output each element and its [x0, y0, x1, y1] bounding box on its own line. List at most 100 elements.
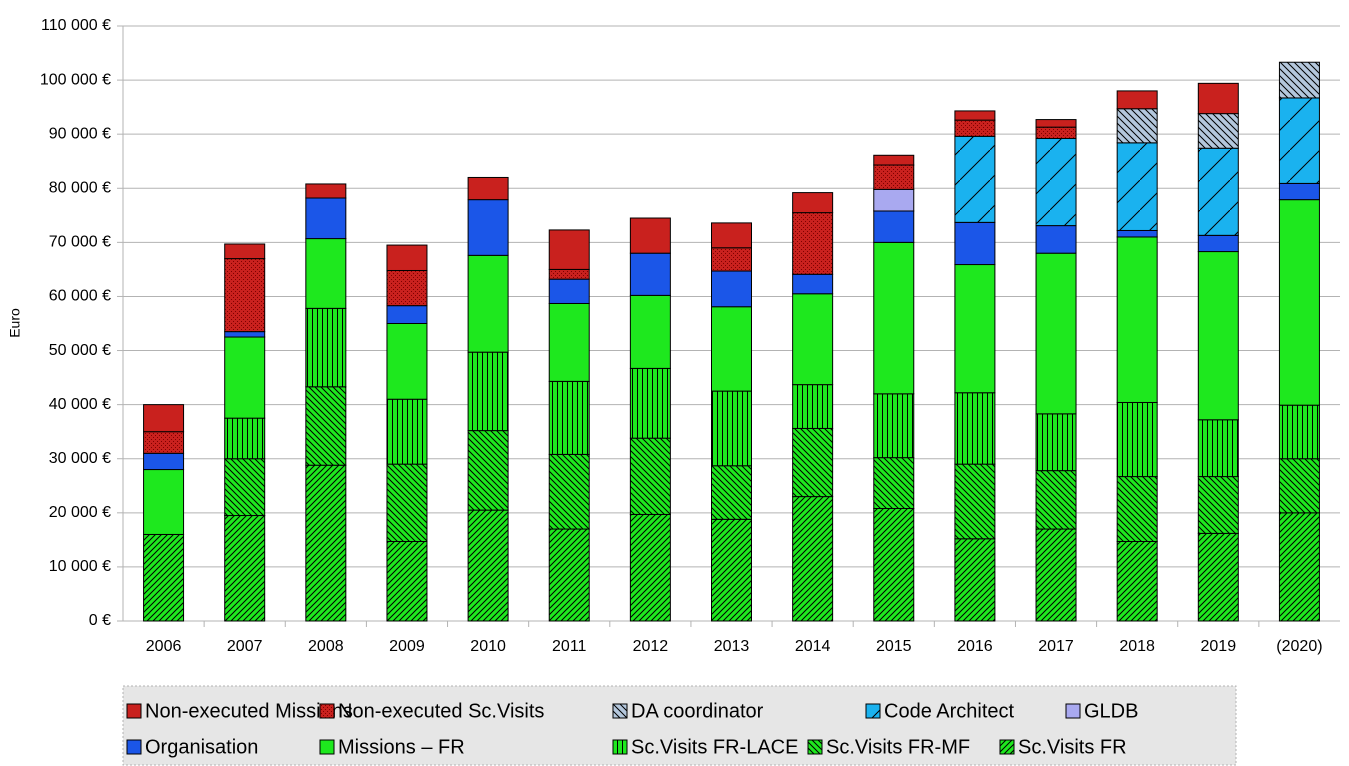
y-tick-label: 50 000 €: [49, 342, 111, 359]
bar-segment: [873, 507, 915, 622]
bar-segment: [224, 258, 266, 333]
bar-segment: [1278, 458, 1320, 514]
bar-segment: [467, 509, 509, 622]
y-tick-label: 20 000 €: [49, 504, 111, 521]
bar-segment: [873, 393, 915, 459]
bar-segment: [1278, 512, 1320, 622]
bar-segment: [224, 458, 266, 517]
bar-segment: [305, 183, 347, 199]
bar-segment: [143, 533, 185, 622]
bar-segment: [954, 110, 996, 121]
bar-segment: [143, 469, 185, 535]
bar-segment: [629, 217, 671, 254]
bar-segment: [548, 380, 590, 455]
bar-segment: [143, 452, 185, 471]
x-tick-label: 2012: [633, 638, 669, 655]
x-tick-label: 2013: [714, 638, 750, 655]
bar-segment: [305, 307, 347, 388]
x-tick-label: (2020): [1276, 638, 1322, 655]
bar-segment: [873, 154, 915, 166]
bar-segment: [305, 464, 347, 622]
legend-label: Sc.Visits FR-MF: [826, 736, 970, 758]
bar-segment: [1116, 229, 1158, 238]
bar-segment: [1197, 532, 1239, 622]
bar-segment: [1035, 528, 1077, 622]
bar-segment: [548, 453, 590, 530]
bar-segment: [1278, 61, 1320, 99]
bar-segment: [1116, 401, 1158, 478]
y-tick-label: 70 000 €: [49, 234, 111, 251]
bar-segment: [954, 392, 996, 465]
bar-segment: [1197, 234, 1239, 253]
y-tick-label: 60 000 €: [49, 288, 111, 305]
y-tick-label: 100 000 €: [40, 71, 111, 88]
bar-segment: [629, 513, 671, 622]
bar-segment: [305, 197, 347, 240]
bar-segment: [224, 515, 266, 622]
y-tick-label: 90 000 €: [49, 125, 111, 142]
bar-segment: [143, 431, 185, 454]
bar-segment: [792, 384, 834, 429]
bar-segment: [1035, 138, 1077, 227]
bar-segment: [1116, 108, 1158, 144]
bar-segment: [386, 463, 428, 542]
bar-segment: [873, 188, 915, 212]
y-tick-label: 0 €: [89, 612, 111, 629]
x-tick-label: 2011: [552, 638, 587, 655]
bar-segment: [386, 244, 428, 271]
legend-label: Code Architect: [884, 700, 1015, 722]
bar-segment: [1035, 126, 1077, 140]
legend-label: Non-executed Sc.Visits: [338, 700, 544, 722]
bar-segment: [467, 254, 509, 353]
x-tick-label: 2016: [957, 638, 993, 655]
x-tick-label: 2007: [227, 638, 263, 655]
bar-segment: [224, 243, 266, 260]
bar-segment: [792, 293, 834, 386]
legend-swatch: [126, 739, 142, 755]
bar-segment: [1035, 413, 1077, 472]
bar-segment: [386, 398, 428, 465]
x-tick-label: 2010: [470, 638, 506, 655]
legend-label: GLDB: [1084, 700, 1138, 722]
legend-label: Sc.Visits FR: [1018, 736, 1127, 758]
bar-segment: [792, 192, 834, 214]
y-tick-label: 40 000 €: [49, 396, 111, 413]
bar-segment: [954, 538, 996, 622]
bar-segment: [711, 518, 752, 622]
x-tick-label: 2017: [1038, 638, 1074, 655]
bar-segment: [305, 386, 347, 466]
bar-segment: [467, 430, 509, 511]
legend-swatch: [319, 739, 335, 755]
bar-segment: [629, 437, 671, 515]
bar-segment: [548, 229, 590, 270]
bar-segment: [467, 351, 509, 432]
bar-segment: [1278, 182, 1320, 201]
legend-label: Non-executed Missions: [145, 700, 353, 722]
y-tick-label: 10 000 €: [49, 558, 111, 575]
bar-segment: [1197, 82, 1239, 115]
bar-segment: [386, 269, 428, 307]
bar-segment: [305, 238, 347, 309]
bar-segment: [629, 367, 671, 439]
bar-segment: [954, 463, 996, 540]
bar-segment: [629, 252, 671, 296]
bar-segment: [792, 212, 834, 275]
legend-swatch: [807, 739, 823, 755]
legend-swatch: [612, 739, 628, 755]
bar-segment: [711, 270, 752, 308]
bar-segment: [386, 323, 428, 400]
x-tick-label: 2009: [389, 638, 425, 655]
bar-segment: [873, 457, 915, 509]
bar-segment: [711, 222, 752, 249]
legend-label: Organisation: [145, 736, 258, 758]
bar-segment: [548, 278, 590, 304]
bar-segment: [224, 331, 266, 338]
bar-segment: [1035, 470, 1077, 530]
x-tick-label: 2008: [308, 638, 344, 655]
bar-segment: [224, 336, 266, 419]
y-axis-label: Euro: [7, 308, 23, 338]
bar-segment: [548, 302, 590, 382]
y-tick-label: 110 000 €: [41, 17, 111, 34]
